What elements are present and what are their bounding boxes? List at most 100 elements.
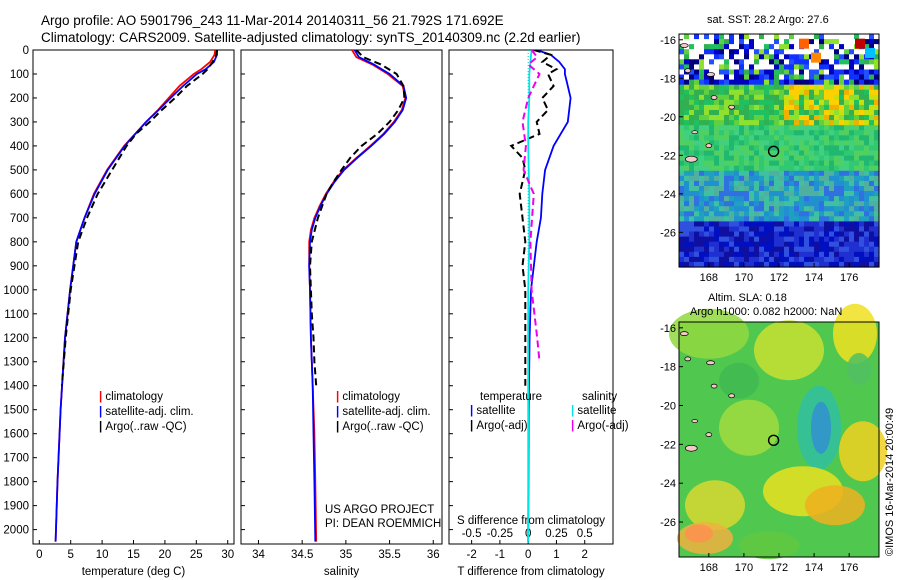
- sst-cell: [754, 251, 760, 258]
- sst-cell: [864, 115, 870, 121]
- sst-cell: [839, 120, 845, 126]
- sst-cell: [834, 59, 840, 65]
- sst-cell: [819, 135, 825, 141]
- sst-cell: [694, 170, 700, 177]
- sst-cell: [694, 196, 700, 202]
- temperature-series-group: [54, 50, 218, 542]
- sst-cell: [734, 196, 740, 202]
- sst-cell: [749, 84, 755, 91]
- sst-cell: [814, 130, 820, 136]
- sst-cell: [779, 135, 785, 141]
- sst-cell: [729, 150, 735, 157]
- sst-cell: [734, 251, 740, 258]
- sst-cell: [764, 160, 770, 167]
- sst-cell: [739, 165, 745, 172]
- sst-cell: [689, 39, 695, 45]
- sst-cell: [784, 231, 790, 238]
- sst-cell: [684, 89, 690, 96]
- sst-cell: [749, 165, 755, 172]
- sst-cell: [869, 130, 875, 136]
- sst-cell: [859, 231, 865, 238]
- sst-cell: [839, 115, 845, 121]
- legend-sal-climatology-label: climatology: [342, 391, 400, 403]
- sst-cell: [779, 104, 785, 111]
- sst-cell: [859, 135, 865, 141]
- sst-cell: [719, 140, 725, 147]
- sst-cell: [759, 150, 765, 157]
- sst-cell: [864, 64, 870, 71]
- sst-cell: [799, 135, 805, 141]
- sst-cell: [769, 135, 775, 141]
- sst-cell: [859, 74, 865, 81]
- sst-cell: [729, 110, 735, 116]
- sst-cell: [864, 246, 870, 253]
- sst-cell: [819, 241, 825, 248]
- sst-cell: [759, 140, 765, 147]
- sst-cell: [679, 104, 685, 111]
- sst-cell: [724, 120, 730, 126]
- sst-cell: [689, 94, 695, 101]
- depth-tick-label: 1200: [3, 333, 29, 345]
- sst-cell: [769, 241, 775, 248]
- sst-cell: [819, 160, 825, 167]
- sst-cell: [729, 256, 735, 263]
- sst-cell: [754, 49, 760, 55]
- sst-cell: [869, 89, 875, 96]
- sst-cell: [744, 39, 750, 45]
- sst-cell: [714, 191, 720, 197]
- sst-cell: [719, 39, 725, 45]
- sst-cell: [764, 201, 770, 207]
- sst-cell: [829, 251, 835, 258]
- sst-cell: [864, 196, 870, 202]
- sst-cell: [814, 186, 820, 192]
- sst-cell: [694, 135, 700, 141]
- sst-cell: [789, 180, 795, 187]
- sst-cell: [684, 251, 690, 258]
- sst-cell: [764, 216, 770, 222]
- sst-cell: [844, 221, 850, 228]
- sst-cell: [704, 89, 710, 96]
- sst-cell: [789, 49, 795, 55]
- sst-cell: [784, 241, 790, 248]
- sst-map-xtick-label: 170: [735, 272, 753, 284]
- sst-cell: [844, 201, 850, 207]
- sla-map-ytick-label: -18: [660, 362, 676, 374]
- sst-cell: [794, 49, 800, 55]
- sst-cell: [824, 226, 830, 233]
- sst-cell: [874, 94, 880, 101]
- sst-cell: [789, 54, 795, 60]
- sst-cell: [729, 49, 735, 55]
- sst-cell: [774, 89, 780, 96]
- sst-cell: [709, 89, 715, 96]
- sst-cell: [874, 135, 880, 141]
- sst-cell: [704, 216, 710, 222]
- sst-cell: [799, 89, 805, 96]
- sst-cell: [739, 145, 745, 152]
- sst-cell: [804, 120, 810, 126]
- sst-cell: [739, 44, 745, 50]
- sst-cell: [814, 211, 820, 217]
- sst-cell: [714, 206, 720, 212]
- sst-cell: [759, 256, 765, 263]
- sst-cell: [809, 135, 815, 141]
- sst-cell: [724, 34, 730, 40]
- sst-cell: [809, 94, 815, 101]
- sst-cell: [779, 246, 785, 253]
- sst-cell: [859, 54, 865, 60]
- sst-cell: [749, 110, 755, 116]
- sst-cell: [829, 186, 835, 192]
- sst-cell: [804, 216, 810, 222]
- sst-cell: [729, 120, 735, 126]
- legend-diff-sal-argo: | Argo(-adj): [571, 420, 629, 432]
- sst-cell: [869, 99, 875, 106]
- sst-cell: [734, 180, 740, 187]
- sst-cell: [854, 64, 860, 71]
- sst-cell: [839, 49, 845, 55]
- sst-cell: [789, 140, 795, 147]
- sst-cell: [694, 44, 700, 50]
- sst-cell: [844, 39, 850, 45]
- sst-cell: [789, 221, 795, 228]
- sst-cell: [769, 49, 775, 55]
- sst-cell: [729, 69, 735, 76]
- sst-cell: [869, 125, 875, 131]
